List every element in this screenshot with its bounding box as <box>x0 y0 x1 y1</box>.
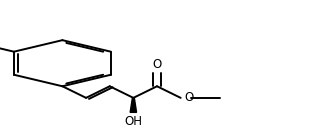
Text: O: O <box>152 58 162 71</box>
Text: O: O <box>185 91 194 104</box>
Text: OH: OH <box>124 115 142 128</box>
Polygon shape <box>130 98 137 112</box>
